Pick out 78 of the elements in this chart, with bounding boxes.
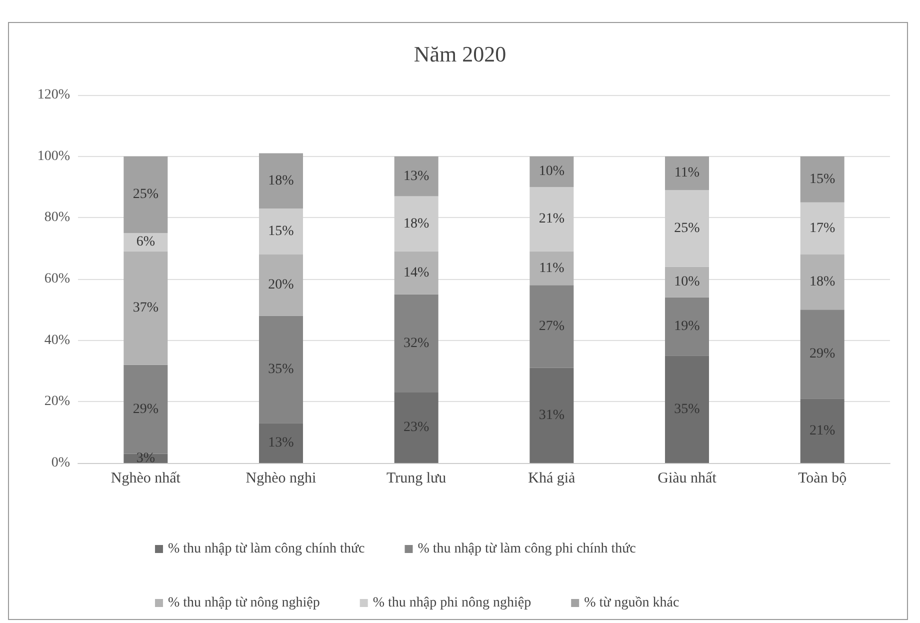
bar <box>665 156 709 190</box>
data-label: 18% <box>809 274 836 290</box>
bar <box>665 356 709 463</box>
data-label: 21% <box>809 423 836 438</box>
bar <box>530 285 574 368</box>
bar <box>394 392 438 463</box>
bar <box>259 153 303 208</box>
data-label: 15% <box>268 224 294 239</box>
bar <box>394 196 438 252</box>
data-label: 35% <box>268 362 294 377</box>
data-label: 29% <box>132 402 159 417</box>
data-label: 18% <box>403 216 430 232</box>
bar <box>124 364 168 454</box>
chart-title: Năm 2020 <box>414 42 506 66</box>
legend-label: % thu nhập từ làm công phi chính thức <box>418 542 636 556</box>
bar <box>530 368 574 463</box>
bar <box>800 254 844 310</box>
bar <box>530 156 574 187</box>
data-label: 19% <box>674 319 700 334</box>
bar <box>800 156 844 202</box>
x-tick-label: Giàu nhất <box>658 470 718 486</box>
x-tick-label: Nghèo nghi <box>246 470 316 486</box>
bar <box>259 423 303 463</box>
bar <box>800 398 844 463</box>
data-label: 13% <box>268 436 294 451</box>
bar <box>394 251 438 294</box>
legend-label: % từ nguồn khác <box>584 596 680 610</box>
data-label: 21% <box>538 212 565 227</box>
data-label: 6% <box>136 234 156 250</box>
x-tick-label: Toàn bộ <box>798 470 847 486</box>
bar <box>124 156 168 233</box>
x-tick-label: Khá giả <box>528 470 576 486</box>
data-label: 20% <box>268 278 294 293</box>
bar <box>530 187 574 252</box>
data-label: 31% <box>538 408 565 423</box>
data-label: 14% <box>403 265 430 280</box>
data-label: 27% <box>538 319 565 334</box>
bar <box>800 202 844 254</box>
data-label: 15% <box>809 172 836 187</box>
y-tick-label: 20% <box>44 394 70 410</box>
legend-label: % thu nhập từ làm công chính thức <box>168 542 365 556</box>
bar <box>665 297 709 356</box>
bar <box>124 251 168 365</box>
y-tick-label: 0% <box>51 456 70 470</box>
bar <box>530 251 574 286</box>
legend-label: % thu nhập phi nông nghiệp <box>372 596 532 610</box>
bar <box>394 156 438 196</box>
bar <box>665 190 709 267</box>
data-label: 23% <box>403 420 430 436</box>
data-label: 10% <box>538 164 565 180</box>
data-label: 10% <box>674 274 700 290</box>
data-label: 17% <box>809 220 836 236</box>
data-label: 29% <box>809 346 836 362</box>
data-label: 3% <box>136 450 156 466</box>
data-label: 25% <box>132 187 159 202</box>
y-tick-label: 40% <box>44 332 70 348</box>
x-tick-label: Nghèo nhất <box>110 470 182 486</box>
bar <box>259 316 303 424</box>
bar <box>124 233 168 252</box>
data-label: 11% <box>539 260 565 276</box>
data-label: 25% <box>674 220 700 236</box>
y-tick-label: 60% <box>44 272 70 286</box>
data-label: 37% <box>132 300 159 316</box>
bar <box>259 254 303 316</box>
legend-label: % thu nhập từ nông nghiệp <box>168 596 320 610</box>
bar <box>800 310 844 399</box>
bar <box>394 294 438 392</box>
data-label: 18% <box>268 173 294 188</box>
data-label: 35% <box>674 402 700 417</box>
data-label: 11% <box>674 166 700 181</box>
y-tick-label: 120% <box>37 88 70 102</box>
bar <box>259 208 303 254</box>
bar <box>665 266 709 298</box>
y-tick-label: 80% <box>44 210 70 226</box>
data-label: 13% <box>403 168 430 184</box>
y-tick-label: 100% <box>37 148 70 164</box>
x-tick-label: Trung lưu <box>386 470 447 486</box>
data-label: 32% <box>403 336 430 351</box>
